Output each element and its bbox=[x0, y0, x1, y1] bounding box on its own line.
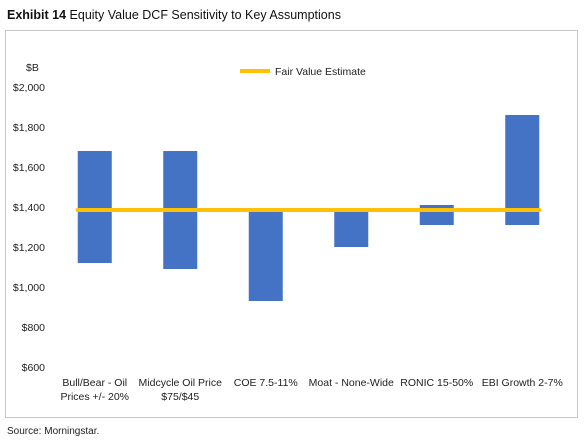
y-axis-unit-label: $B bbox=[26, 62, 39, 74]
legend-label-fair-value: Fair Value Estimate bbox=[275, 66, 366, 78]
exhibit-title: Exhibit 14 Equity Value DCF Sensitivity … bbox=[7, 8, 341, 22]
y-tick-label: $1,400 bbox=[13, 202, 45, 214]
x-category-label: EBI Growth 2-7% bbox=[482, 377, 563, 389]
x-category-label: Moat - None-Wide bbox=[309, 377, 394, 389]
range-bar bbox=[77, 151, 112, 263]
y-tick-label: $1,000 bbox=[13, 282, 45, 294]
y-tick-label: $800 bbox=[22, 322, 46, 334]
x-category-label: Bull/Bear - Oil Prices +/- 20% bbox=[60, 377, 129, 403]
source-note: Source: Morningstar. bbox=[7, 426, 100, 437]
y-tick-label: $2,000 bbox=[13, 82, 45, 94]
range-bar bbox=[248, 211, 283, 301]
chart-frame bbox=[5, 30, 578, 418]
exhibit-number: Exhibit 14 bbox=[7, 8, 67, 22]
exhibit-title-text: Equity Value DCF Sensitivity to Key Assu… bbox=[69, 8, 341, 22]
y-tick-label: $1,600 bbox=[13, 162, 45, 174]
range-bar bbox=[334, 211, 369, 247]
range-bar bbox=[505, 115, 540, 225]
y-tick-label: $1,200 bbox=[13, 242, 45, 254]
x-category-label: COE 7.5-11% bbox=[234, 377, 298, 389]
x-category-label: Midcycle Oil Price $75/$45 bbox=[139, 377, 223, 403]
x-category-label: RONIC 15-50% bbox=[400, 377, 473, 389]
legend: Fair Value Estimate bbox=[240, 66, 366, 78]
y-tick-label: $600 bbox=[22, 362, 46, 374]
y-tick-label: $1,800 bbox=[13, 122, 45, 134]
y-axis: $B $600 $800 $1,000 $1,200 $1,400 $1,600 $1,800… bbox=[13, 62, 45, 374]
x-axis-labels: Bull/Bear - Oil Prices +/- 20% Midcycle Oi… bbox=[60, 377, 562, 403]
